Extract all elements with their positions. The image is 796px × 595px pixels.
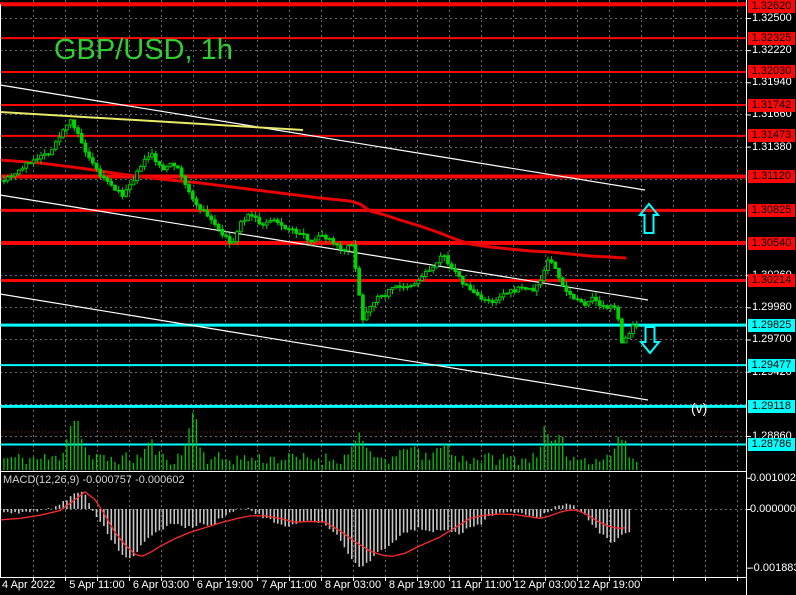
up-arrow-icon[interactable] [637,202,661,234]
trendlines[interactable] [0,84,649,401]
axis-tick-marks [746,18,751,569]
symbol-title: GBP/USD, 1h [54,34,233,66]
volume-bars [3,412,638,470]
macd-signal-line [0,491,626,557]
support-lines[interactable] [0,323,746,446]
grid-lines [0,0,746,577]
ma-line [0,158,627,260]
annotation-arrows[interactable] [637,202,662,355]
wave-v-label[interactable]: (v) [691,400,708,416]
macd-histogram [3,491,631,567]
candlesticks [2,118,639,344]
down-arrow-icon[interactable] [638,326,662,355]
resistance-lines[interactable] [0,2,746,282]
pane-borders [0,0,747,595]
macd-indicator-label: MACD(12,26,9) -0.000757 -0.000602 [3,474,185,486]
